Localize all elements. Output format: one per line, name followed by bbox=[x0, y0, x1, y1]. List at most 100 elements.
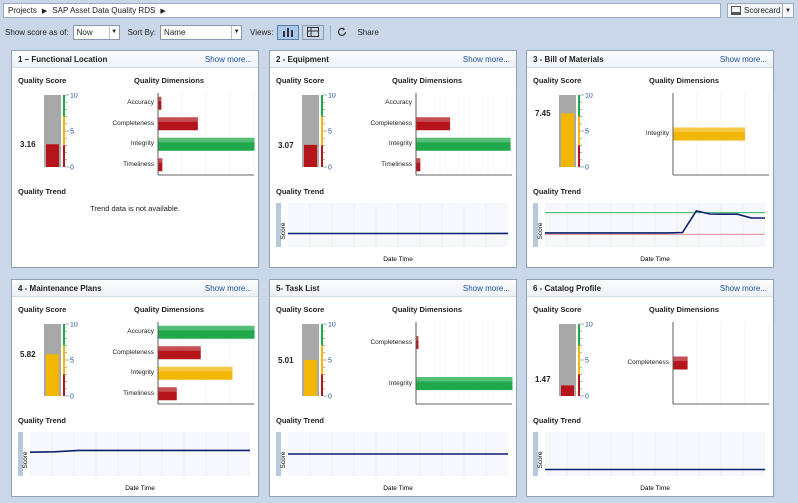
dimension-bar bbox=[158, 117, 198, 131]
dimension-bar-highlight bbox=[158, 325, 255, 331]
gauge-band bbox=[578, 324, 580, 346]
gauge-tick-label: 10 bbox=[328, 93, 336, 100]
dimension-label: Completeness bbox=[370, 338, 412, 346]
gauge-tick-label: 5 bbox=[585, 358, 589, 365]
view-selector-label: Scorecard bbox=[744, 6, 781, 15]
show-more-link[interactable]: Show more... bbox=[462, 283, 510, 293]
dimension-bar bbox=[416, 377, 513, 390]
show-more-link[interactable]: Show more... bbox=[719, 54, 767, 64]
dimension-label: Accuracy bbox=[127, 99, 154, 107]
dimension-label: Completeness bbox=[370, 119, 412, 127]
dimension-bar bbox=[416, 158, 421, 172]
gauge-band bbox=[63, 116, 65, 146]
dimension-bar bbox=[673, 127, 746, 141]
view-selector[interactable]: Scorecard ▼ bbox=[727, 3, 794, 18]
quality-trend-label: Quality Trend bbox=[18, 416, 66, 425]
quality-score-label: Quality Score bbox=[18, 305, 67, 314]
dimension-label: Completeness bbox=[627, 359, 669, 366]
trend-y-axis-label: Score bbox=[22, 451, 29, 468]
trend-scrollbar bbox=[533, 432, 538, 476]
score-value: 3.16 bbox=[20, 140, 36, 150]
score-value: 7.45 bbox=[535, 109, 551, 119]
share-button[interactable]: Share bbox=[357, 27, 379, 37]
show-more-link[interactable]: Show more... bbox=[719, 283, 767, 293]
gauge-band bbox=[578, 345, 580, 375]
breadcrumb-projects[interactable]: Projects bbox=[8, 6, 37, 15]
chart-view-button[interactable] bbox=[277, 24, 300, 40]
show-more-link[interactable]: Show more... bbox=[462, 54, 510, 64]
refresh-icon[interactable] bbox=[337, 27, 347, 37]
gauge-tick-label: 10 bbox=[328, 322, 336, 329]
dimension-label: Integrity bbox=[130, 369, 154, 377]
trend-line bbox=[545, 209, 765, 234]
trend-y-axis-label: Score bbox=[537, 222, 544, 239]
toolbar-divider bbox=[330, 24, 332, 40]
scorecard-card: 2 - Equipment Show more... Quality Score Qu… bbox=[269, 50, 517, 268]
dimension-bar bbox=[158, 387, 177, 401]
dimension-bar-highlight bbox=[673, 127, 746, 133]
gauge-tick-label: 5 bbox=[70, 358, 74, 365]
show-score-label: Show score as of: bbox=[5, 27, 69, 37]
card-title: 2 - Equipment bbox=[276, 54, 329, 64]
scorecard-card: 4 - Maintenance Plans Show more... Quality… bbox=[11, 279, 259, 497]
dimension-bar bbox=[158, 158, 163, 172]
trend-chart: Score Date Time bbox=[276, 432, 508, 492]
dimension-bar-highlight bbox=[158, 366, 233, 372]
gauge-band bbox=[321, 324, 323, 346]
card-title: 1 – Functional Location bbox=[18, 54, 108, 64]
dimension-label: Integrity bbox=[130, 140, 154, 148]
quality-trend-label: Quality Trend bbox=[276, 416, 324, 425]
chevron-down-icon: ▼ bbox=[231, 25, 241, 39]
dimension-bar-highlight bbox=[416, 158, 421, 163]
dimension-bar bbox=[158, 366, 233, 380]
show-score-select[interactable]: Now ▼ bbox=[72, 24, 120, 40]
gauge-track bbox=[559, 324, 576, 396]
chevron-down-icon[interactable]: ▼ bbox=[782, 4, 793, 17]
quality-score-label: Quality Score bbox=[18, 76, 67, 85]
gauge-tick-label: 0 bbox=[70, 394, 74, 401]
dimension-chart bbox=[415, 322, 513, 405]
dimension-bar bbox=[416, 117, 451, 131]
gauge-band bbox=[578, 145, 580, 167]
trend-unavailable-message: Trend data is not available. bbox=[90, 204, 180, 213]
show-more-link[interactable]: Show more... bbox=[204, 283, 252, 293]
score-value: 1.47 bbox=[535, 375, 551, 385]
dimension-label: Accuracy bbox=[127, 328, 154, 336]
breadcrumb-project-name[interactable]: SAP Asset Data Quality RDS bbox=[52, 6, 156, 15]
dimension-chart bbox=[672, 322, 770, 405]
sort-by-select[interactable]: Name ▼ bbox=[160, 24, 243, 40]
card-title: 5- Task List bbox=[276, 283, 320, 293]
trend-x-axis-label: Date Time bbox=[640, 256, 670, 263]
trend-x-axis-label: Date Time bbox=[383, 256, 413, 263]
table-view-button[interactable] bbox=[302, 24, 325, 40]
quality-dimensions-label: Quality Dimensions bbox=[392, 76, 463, 85]
trend-chart: Score Date Time bbox=[533, 432, 765, 492]
table-icon bbox=[307, 27, 320, 37]
dimension-label: Integrity bbox=[388, 379, 412, 387]
quality-score-label: Quality Score bbox=[276, 305, 325, 314]
gauge-fill bbox=[46, 354, 59, 396]
card-header: 5- Task List Show more... bbox=[270, 280, 516, 297]
gauge-tick-label: 5 bbox=[328, 129, 332, 136]
bar-chart-icon bbox=[283, 28, 294, 37]
dimension-chart bbox=[157, 93, 255, 176]
trend-scrollbar bbox=[18, 432, 23, 476]
gauge-fill bbox=[46, 144, 59, 167]
dimension-bar bbox=[158, 137, 255, 151]
trend-line bbox=[29, 449, 250, 453]
breadcrumb-chevron-icon[interactable]: ▶ bbox=[160, 7, 166, 15]
dimension-bar-highlight bbox=[158, 117, 198, 122]
dimension-label: Completeness bbox=[112, 119, 154, 127]
dimension-bar-highlight bbox=[416, 336, 419, 341]
trend-x-axis-label: Date Time bbox=[383, 485, 413, 492]
dimension-bar-highlight bbox=[416, 117, 451, 122]
dimension-label: Completeness bbox=[112, 348, 154, 356]
gauge-tick-label: 10 bbox=[585, 322, 593, 329]
card-header: 3 - Bill of Materials Show more... bbox=[527, 51, 773, 68]
gauge-fill bbox=[561, 385, 574, 396]
dimension-label: Timeliness bbox=[123, 389, 154, 397]
trend-scrollbar bbox=[276, 432, 281, 476]
dimension-label: Integrity bbox=[388, 140, 412, 148]
show-more-link[interactable]: Show more... bbox=[204, 54, 252, 64]
dimension-bar-highlight bbox=[158, 387, 177, 392]
